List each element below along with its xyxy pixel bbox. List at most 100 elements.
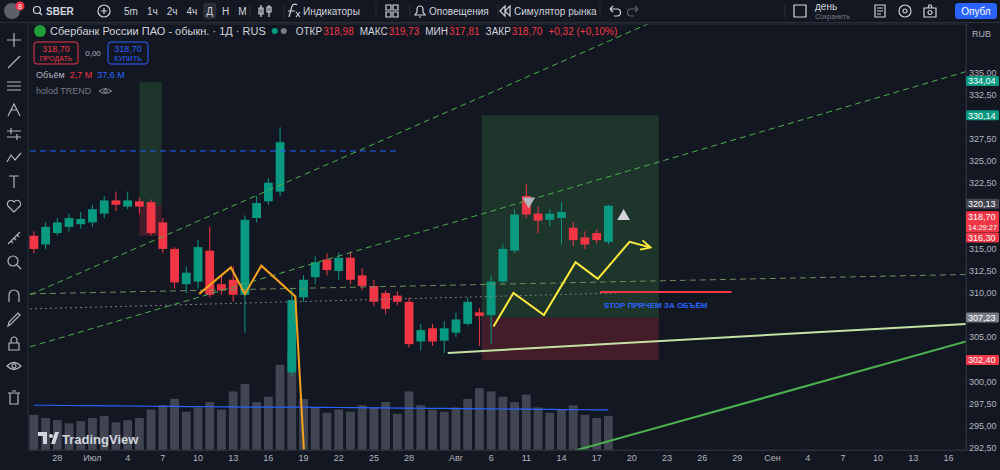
tool-icon[interactable] bbox=[8, 313, 20, 326]
candle-body bbox=[252, 203, 261, 218]
symbol-search[interactable]: SBER bbox=[46, 6, 75, 17]
publish-label[interactable]: Опубл bbox=[961, 6, 991, 17]
settings-icon[interactable] bbox=[899, 5, 911, 17]
tool-icon[interactable] bbox=[9, 176, 19, 188]
stop-zone[interactable] bbox=[482, 317, 659, 360]
compare-icon[interactable] bbox=[98, 5, 110, 17]
templates-icon[interactable] bbox=[386, 5, 398, 17]
tool-icon[interactable] bbox=[7, 82, 21, 90]
candle-body bbox=[487, 282, 496, 316]
candle bbox=[581, 231, 590, 249]
price-label: 320,13 bbox=[968, 199, 996, 209]
volume-bar bbox=[205, 402, 214, 450]
interval[interactable]: 1ч bbox=[147, 6, 158, 17]
x-tick: 10 bbox=[193, 450, 203, 463]
tool-icon[interactable] bbox=[8, 232, 20, 244]
volume-bar bbox=[569, 405, 578, 450]
tool-icon[interactable] bbox=[7, 33, 21, 47]
profit-zone[interactable] bbox=[482, 115, 659, 317]
save-status[interactable]: Сохранить bbox=[815, 13, 850, 21]
interval[interactable]: 5m bbox=[124, 6, 138, 17]
x-tick-label: 11 bbox=[522, 453, 531, 463]
candle bbox=[463, 297, 472, 325]
snapshot-icon[interactable] bbox=[924, 5, 936, 17]
trend-line[interactable] bbox=[30, 72, 966, 347]
y-tick-label: 332,50 bbox=[969, 90, 997, 100]
layout-name[interactable]: день bbox=[815, 1, 837, 12]
redo-icon[interactable] bbox=[628, 6, 638, 16]
publish-button[interactable] bbox=[955, 3, 997, 19]
candle-body bbox=[100, 200, 109, 213]
x-tick: Сен bbox=[764, 450, 781, 463]
tool-icon[interactable] bbox=[7, 200, 20, 212]
interval[interactable]: 4ч bbox=[186, 6, 197, 17]
profit-zone[interactable] bbox=[139, 82, 161, 205]
trend-line[interactable] bbox=[30, 151, 399, 152]
y-tick-mark bbox=[966, 425, 968, 426]
candle bbox=[346, 252, 355, 285]
watchlist-icon[interactable] bbox=[875, 5, 885, 17]
triangle-marker[interactable] bbox=[617, 209, 630, 220]
candle bbox=[440, 321, 449, 353]
interval[interactable]: М bbox=[238, 6, 246, 17]
alerts-icon[interactable] bbox=[415, 6, 425, 17]
trend-line[interactable] bbox=[199, 266, 305, 450]
interval[interactable]: Н bbox=[222, 6, 229, 17]
trend-line[interactable] bbox=[558, 342, 966, 450]
sell-button[interactable] bbox=[34, 42, 78, 64]
tool-icon[interactable] bbox=[7, 363, 21, 370]
tool-icon[interactable] bbox=[8, 56, 20, 68]
layout-icon[interactable] bbox=[794, 5, 806, 17]
x-tick: 16 bbox=[263, 450, 273, 463]
interval[interactable]: 2ч bbox=[167, 6, 178, 17]
replay-icon[interactable] bbox=[500, 6, 510, 16]
indicators-icon[interactable] bbox=[288, 4, 300, 17]
undo-icon[interactable] bbox=[610, 6, 620, 16]
trend-line[interactable] bbox=[30, 24, 652, 295]
trend-line[interactable] bbox=[448, 324, 966, 353]
plot-area bbox=[29, 24, 966, 450]
x-tick: 28 bbox=[52, 450, 62, 463]
tool-icon[interactable] bbox=[7, 153, 21, 162]
y-tick-label: 300,00 bbox=[969, 377, 997, 387]
visibility-icon[interactable] bbox=[99, 89, 111, 94]
triangle-marker[interactable] bbox=[522, 198, 535, 209]
trend-line[interactable] bbox=[30, 274, 966, 293]
x-tick: 7 bbox=[160, 450, 165, 463]
x-tick-label: 6 bbox=[489, 453, 494, 463]
candle bbox=[405, 297, 414, 347]
interval[interactable]: Д bbox=[206, 6, 213, 17]
trend-line[interactable] bbox=[493, 242, 649, 327]
indicator-name[interactable]: holod TREND bbox=[36, 86, 92, 96]
alerts-button[interactable]: Оповещения bbox=[429, 6, 489, 17]
x-tick-label: 4 bbox=[125, 453, 130, 463]
buy-button[interactable] bbox=[108, 42, 148, 64]
chart-type-icon[interactable] bbox=[259, 5, 271, 17]
sell-price[interactable]: 318,70 bbox=[42, 44, 70, 54]
x-tick-label: 17 bbox=[592, 453, 602, 463]
candle bbox=[112, 192, 121, 211]
tool-sidebar bbox=[7, 33, 21, 404]
tool-icon[interactable] bbox=[9, 290, 19, 302]
candle-body bbox=[194, 247, 203, 281]
buy-price[interactable]: 318,70 bbox=[114, 44, 142, 54]
tool-icon[interactable] bbox=[8, 256, 21, 269]
tool-icon[interactable] bbox=[8, 104, 20, 116]
sell-label[interactable]: ПРОДАТЬ bbox=[40, 55, 73, 63]
indicators-button[interactable]: Индикаторы bbox=[303, 6, 360, 17]
trend-line[interactable] bbox=[30, 293, 618, 309]
search-icon[interactable] bbox=[34, 7, 43, 16]
price-label-box bbox=[966, 76, 999, 86]
candle bbox=[557, 202, 566, 244]
x-axis-line bbox=[29, 450, 967, 451]
tool-icon[interactable] bbox=[9, 337, 19, 350]
x-tick-label: 7 bbox=[840, 453, 845, 463]
trend-line[interactable] bbox=[600, 291, 731, 293]
simulator-button[interactable]: Симулятор рынка bbox=[514, 6, 597, 17]
candle-body bbox=[592, 233, 601, 240]
tool-icon[interactable] bbox=[8, 391, 20, 404]
y-tick-mark bbox=[966, 161, 968, 162]
y-tick-label: 327,50 bbox=[969, 134, 997, 144]
buy-label[interactable]: КУПИТЬ bbox=[114, 55, 142, 62]
tool-icon[interactable] bbox=[7, 128, 21, 140]
